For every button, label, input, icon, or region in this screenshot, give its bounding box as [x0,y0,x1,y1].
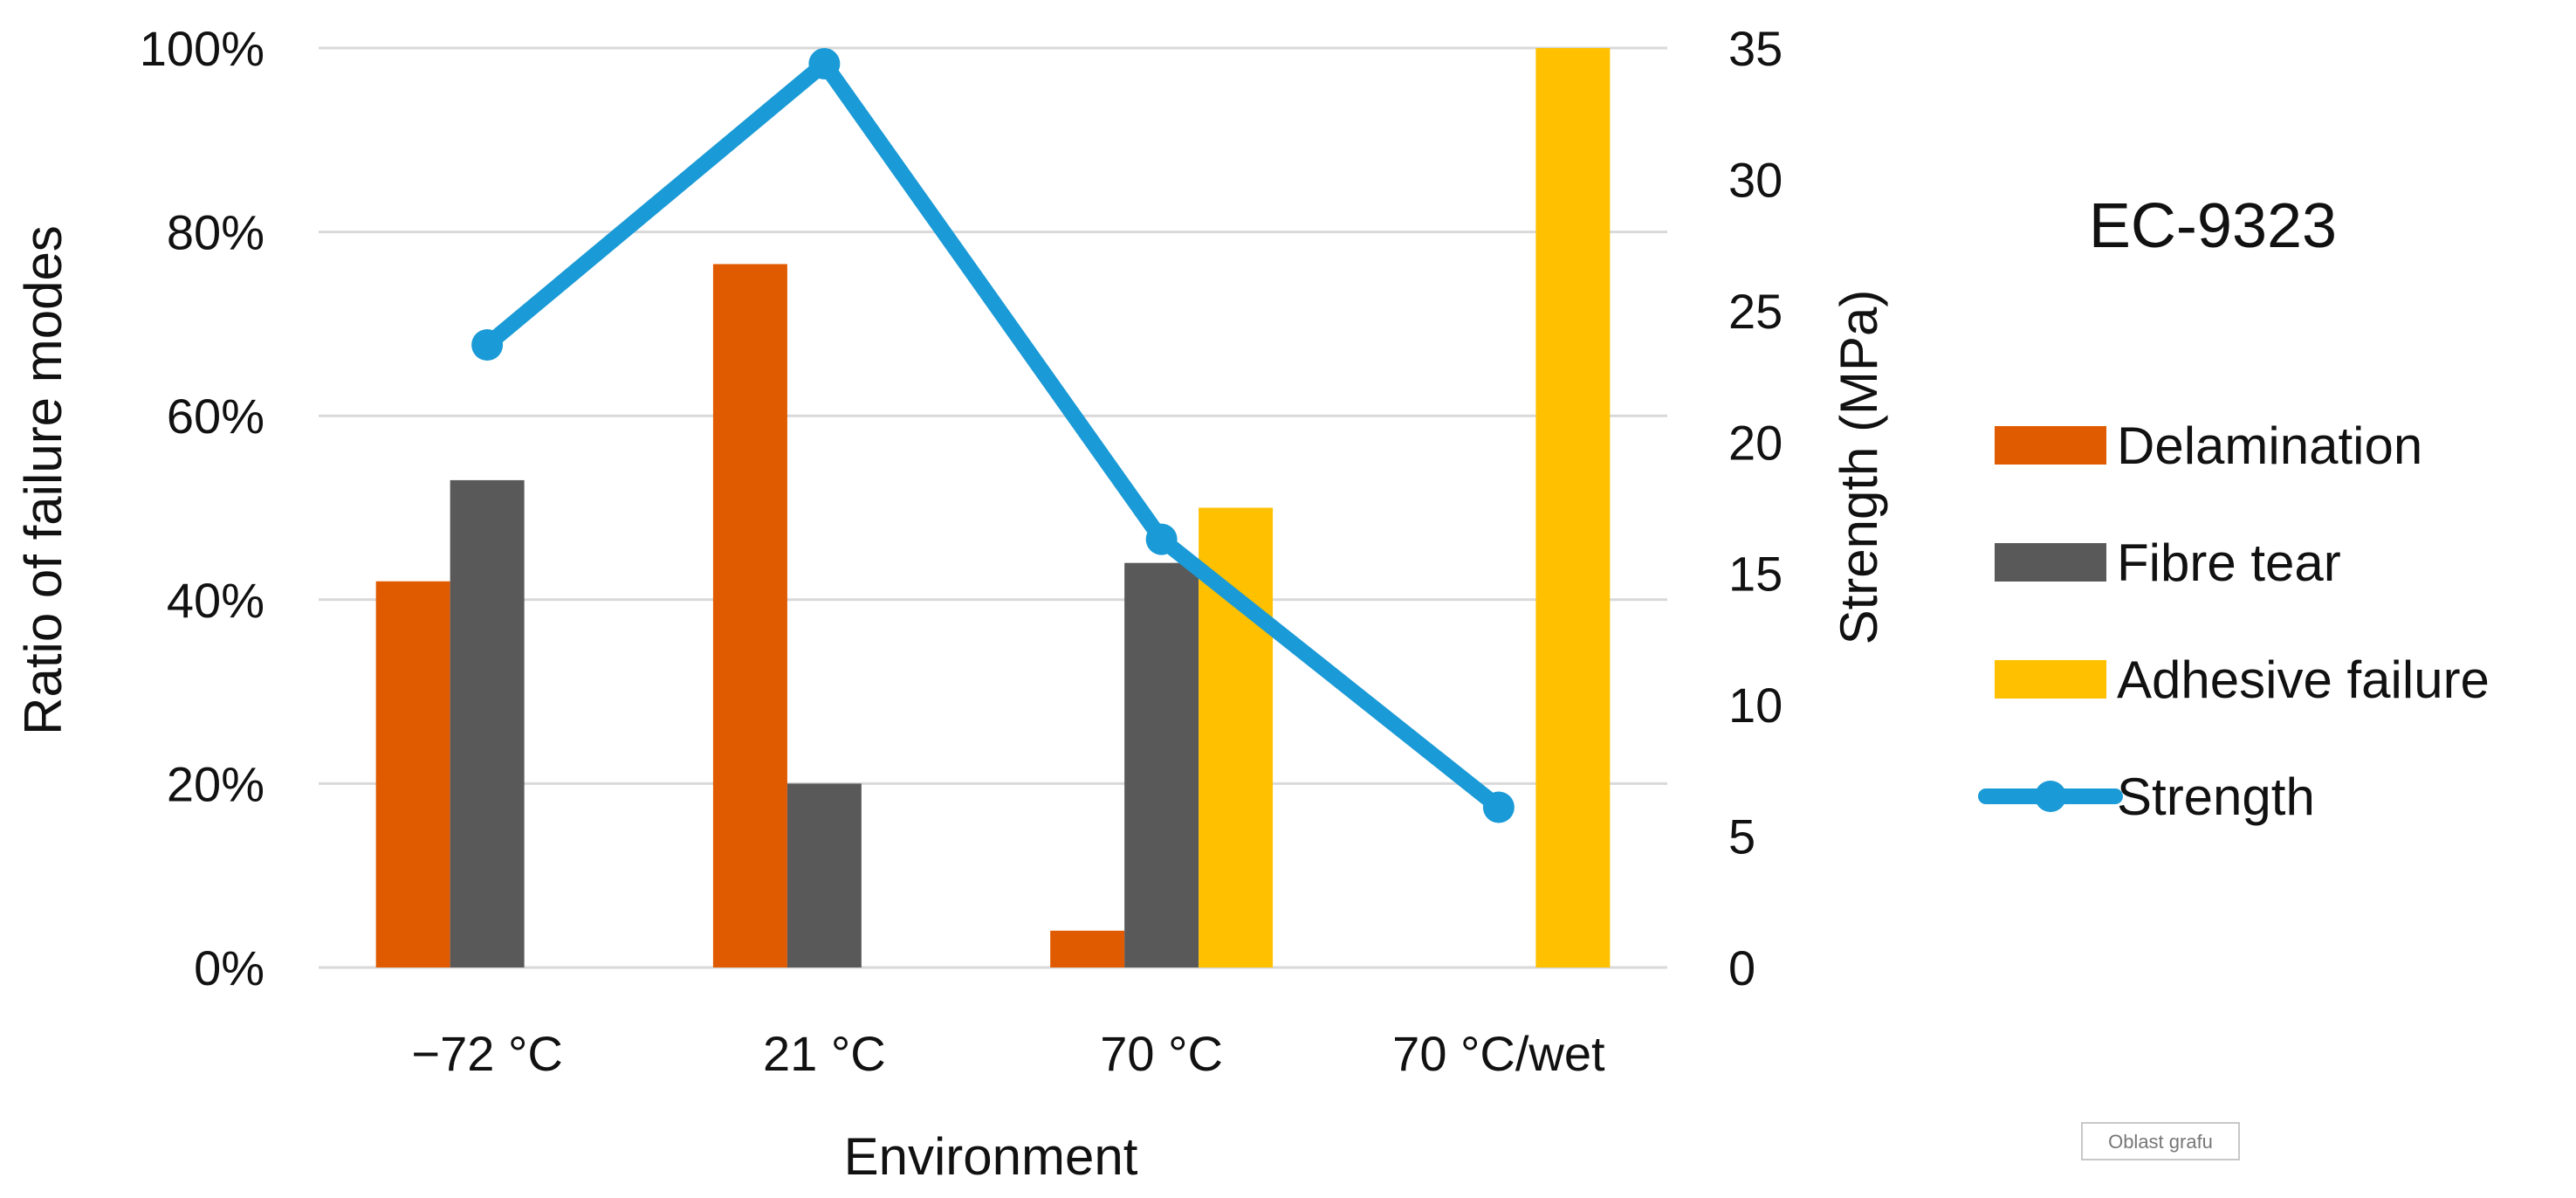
bars [375,48,1611,968]
chart-title: EC-9323 [2089,191,2337,261]
legend-label: Strength [2117,768,2315,826]
y2-tick-label: 15 [1728,547,1783,602]
bar-delamination [1050,930,1125,967]
y2-tick-label: 0 [1728,940,1755,995]
bar-adhesive-failure [1535,48,1611,967]
strength-marker [1482,791,1515,823]
legend-swatch [1995,660,2106,699]
x-tick-label: 21 °C [763,1026,886,1081]
legend: Delamination Fibre tear Adhesive failure St… [1978,417,2490,826]
y2-axis-title: Strength (MPa) [1830,290,1888,645]
y-tick-label: 80% [167,205,264,260]
x-tick-label: −72 °C [411,1026,562,1081]
gridlines [319,46,1667,969]
bar-delamination [712,264,787,968]
x-axis-title: Environment [844,1127,1138,1186]
y2-tick-label: 35 [1728,21,1783,76]
y-tick-label: 100% [140,21,264,76]
strength-line-group [471,48,1515,823]
legend-swatch [1995,543,2106,582]
legend-swatch [1995,426,2106,465]
y2-tick-label: 30 [1728,152,1783,207]
legend-label: Fibre tear [2117,534,2341,592]
x-tick-label: 70 °C [1100,1026,1223,1081]
y-tick-label: 20% [167,756,264,811]
bar-fibre-tear [450,479,525,967]
chart-area-tooltip: Oblast grafu [2081,1122,2240,1160]
y2-tick-label: 20 [1728,415,1783,470]
strength-marker [1145,523,1178,555]
strength-marker [808,48,841,80]
legend-marker [2035,781,2066,812]
bar-fibre-tear [1124,562,1199,967]
axes: 0% 20% 40% 60% 80% 100% 0 5 10 15 20 25 30 35 −72 °C 21… [140,21,1783,1081]
x-tick-label: 70 °C/wet [1392,1026,1605,1081]
strength-line [479,56,1507,816]
y2-tick-label: 5 [1728,809,1755,864]
y-tick-label: 60% [167,389,264,444]
bar-fibre-tear [787,783,862,967]
y2-tick-label: 10 [1728,678,1783,733]
y2-tick-label: 25 [1728,284,1783,339]
y-tick-label: 0% [194,940,264,995]
bar-delamination [375,581,450,967]
legend-label: Adhesive failure [2117,651,2490,709]
strength-marker [471,328,504,361]
y-axis-title: Ratio of failure modes [14,225,72,735]
legend-label: Delamination [2117,417,2422,475]
y-tick-label: 40% [167,573,264,628]
chart-area-label: Oblast grafu [2108,1131,2213,1153]
